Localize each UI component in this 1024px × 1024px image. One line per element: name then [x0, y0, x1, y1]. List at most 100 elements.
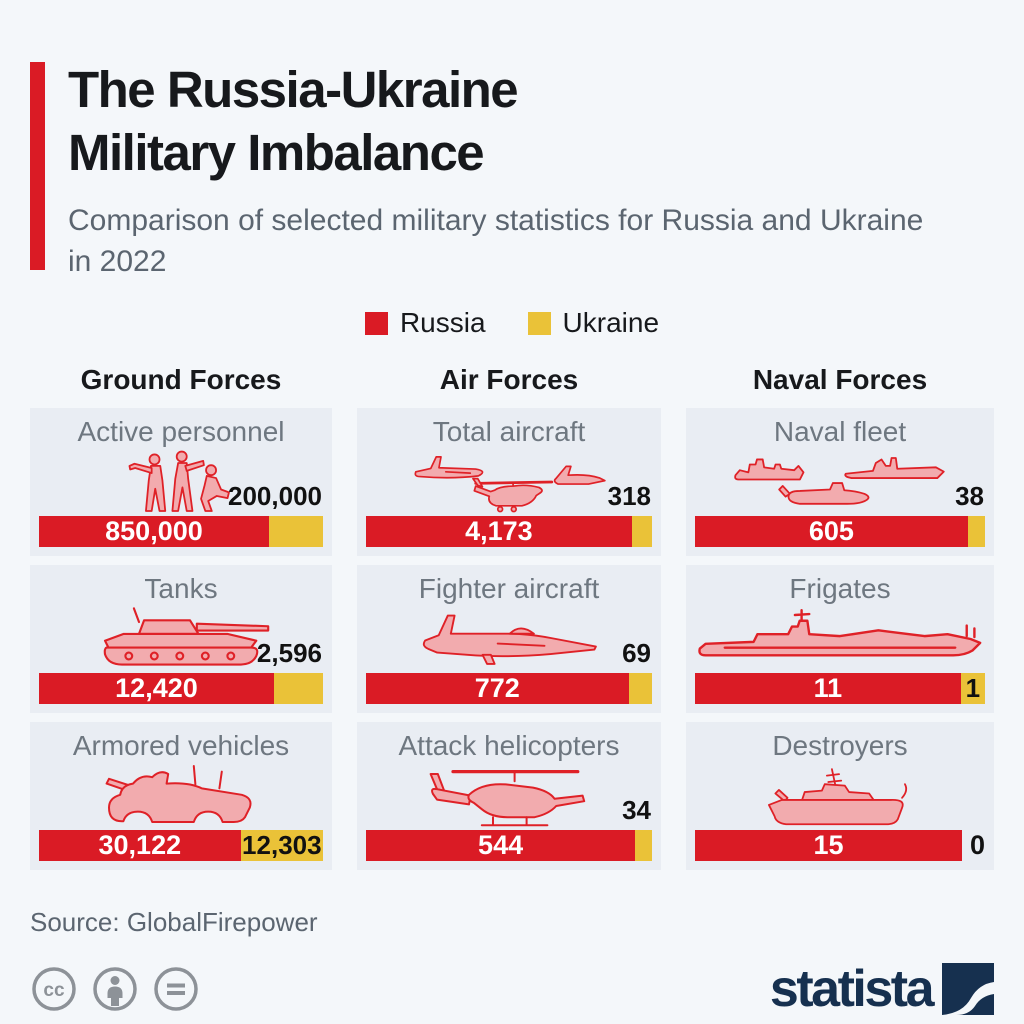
- russia-value-label: 605: [808, 516, 854, 546]
- column-header-ground-forces: Ground Forces: [80, 364, 282, 395]
- card-title: Frigates: [789, 573, 891, 604]
- comparison-bar: 11 1: [695, 673, 985, 704]
- frigate-icon-svg: [698, 608, 982, 657]
- ukraine-bar-segment: [631, 516, 652, 547]
- russia-value-label: 544: [478, 830, 524, 860]
- fighter-jet-icon: [366, 605, 652, 673]
- russia-bar-segment: 850,000: [39, 516, 269, 547]
- card-title: Destroyers: [772, 730, 908, 761]
- legend-item-ukraine: Ukraine: [527, 307, 659, 339]
- russia-value-label: 12,420: [115, 673, 198, 703]
- footer: cc statista: [30, 963, 994, 1015]
- russia-swatch-icon: [364, 311, 388, 335]
- ukraine-bar-segment: 1: [960, 673, 985, 704]
- stat-card-total-aircraft: Total aircraft 318 4,173: [357, 408, 661, 556]
- russia-value-label: 11: [813, 673, 843, 703]
- ukraine-value-label: 318: [607, 481, 651, 511]
- stat-card-active-personnel: Active personnel 200,000 850,000: [30, 408, 332, 556]
- armored-vehicle-icon-svg: [105, 765, 252, 823]
- no-derivatives-icon[interactable]: [152, 965, 200, 1013]
- comparison-bar: 12,420: [39, 673, 323, 704]
- naval-fleet-icon: [695, 448, 985, 516]
- attribution-icon[interactable]: [91, 965, 139, 1013]
- page-title: The Russia-Ukraine Military Imbalance: [68, 58, 994, 184]
- russia-bar-segment: 4,173: [366, 516, 632, 547]
- ukraine-bar-segment: 12,303: [240, 830, 323, 861]
- ukraine-bar-segment: [628, 673, 652, 704]
- stats-grid: Ground Forces Air Forces Naval Forces Ac…: [30, 361, 994, 870]
- ukraine-bar-segment: [635, 830, 652, 861]
- aircraft-trio-icon: [366, 448, 652, 516]
- naval-fleet-icon-svg: [734, 457, 945, 505]
- attack-helicopter-icon: [366, 762, 652, 830]
- comparison-bar: 772: [366, 673, 652, 704]
- ukraine-value-label: 38: [955, 481, 984, 511]
- comparison-bar: 30,122 12,303: [39, 830, 323, 861]
- russia-bar-segment: 12,420: [39, 673, 274, 704]
- card-title: Armored vehicles: [72, 730, 290, 761]
- cc-license-icons[interactable]: cc: [30, 965, 200, 1013]
- card-title: Attack helicopters: [398, 730, 620, 761]
- stat-card-armored-vehicles: Armored vehicles 30,122 12,303: [30, 722, 332, 870]
- ukraine-bar-segment: [967, 516, 985, 547]
- stat-card-destroyers: Destroyers 15 0: [686, 722, 994, 870]
- statista-logo-mark-icon: [942, 963, 994, 1015]
- card-title: Naval fleet: [773, 416, 907, 447]
- creative-commons-icon[interactable]: cc: [30, 965, 78, 1013]
- legend-label-russia: Russia: [399, 307, 486, 338]
- source-text: Source: GlobalFirepower: [30, 907, 318, 937]
- legend: Russia Ukraine: [30, 307, 994, 339]
- comparison-bar: 605: [695, 516, 985, 547]
- ukraine-value-label: 200,000: [228, 481, 322, 511]
- tank-icon-svg: [103, 607, 269, 666]
- destroyer-icon-svg: [767, 768, 907, 826]
- stat-card-fighter-aircraft: Fighter aircraft 69 772: [357, 565, 661, 713]
- legend-item-russia: Russia: [364, 307, 486, 339]
- russia-bar-segment: 15: [695, 830, 962, 861]
- card-title: Total aircraft: [432, 416, 586, 447]
- ukraine-value-label: 2,596: [256, 638, 322, 668]
- russia-value-label: 30,122: [98, 830, 182, 860]
- card-title: Fighter aircraft: [418, 573, 600, 604]
- ukraine-bar-segment: [268, 516, 323, 547]
- attack-helicopter-icon-svg: [429, 770, 586, 827]
- title-line-2: Military Imbalance: [68, 124, 485, 181]
- header: The Russia-Ukraine Military Imbalance Com…: [30, 58, 994, 282]
- russia-bar-segment: 544: [366, 830, 636, 861]
- stat-card-naval-fleet: Naval fleet 38 605: [686, 408, 994, 556]
- soldiers-icon-svg: [128, 450, 230, 512]
- russia-bar-segment: 605: [695, 516, 968, 547]
- comparison-bar: 4,173: [366, 516, 652, 547]
- ukraine-bar-segment: [273, 673, 323, 704]
- stat-card-attack-helicopters: Attack helicopters 34 544: [357, 722, 661, 870]
- column-header-naval-forces: Naval Forces: [752, 364, 928, 395]
- russia-value-label: 772: [474, 673, 520, 703]
- comparison-bar: 850,000: [39, 516, 323, 547]
- stat-card-tanks: Tanks 2,596 12,420: [30, 565, 332, 713]
- svg-text:cc: cc: [43, 980, 65, 1001]
- card-title: Tanks: [144, 573, 218, 604]
- comparison-bar: 544: [366, 830, 652, 861]
- russia-bar-segment: 11: [695, 673, 961, 704]
- statista-logo[interactable]: statista: [770, 963, 994, 1015]
- ukraine-value-label: 69: [622, 638, 651, 668]
- fighter-jet-icon-svg: [422, 614, 597, 665]
- russia-bar-segment: 30,122: [39, 830, 241, 861]
- statista-logo-text: statista: [769, 960, 935, 1018]
- ukraine-swatch-icon: [527, 311, 551, 335]
- aircraft-trio-icon-svg: [414, 455, 606, 513]
- title-line-1: The Russia-Ukraine: [68, 61, 519, 118]
- frigate-icon: [695, 605, 985, 673]
- russia-bar-segment: 772: [366, 673, 629, 704]
- stat-card-frigates: Frigates 11 1: [686, 565, 994, 713]
- soldiers-icon: [39, 448, 323, 516]
- russia-value-label: 850,000: [105, 516, 203, 546]
- russia-value-label: 15: [813, 830, 844, 860]
- title-accent-bar: [30, 62, 45, 270]
- tank-icon: [39, 605, 323, 673]
- armored-vehicle-icon: [39, 762, 323, 830]
- page-subtitle: Comparison of selected military statisti…: [68, 204, 924, 278]
- ukraine-value-label: 0: [969, 830, 985, 860]
- column-header-air-forces: Air Forces: [439, 364, 579, 395]
